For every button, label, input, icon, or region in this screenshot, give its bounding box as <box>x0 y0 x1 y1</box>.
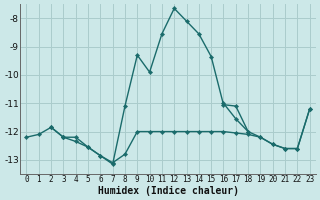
X-axis label: Humidex (Indice chaleur): Humidex (Indice chaleur) <box>98 186 239 196</box>
